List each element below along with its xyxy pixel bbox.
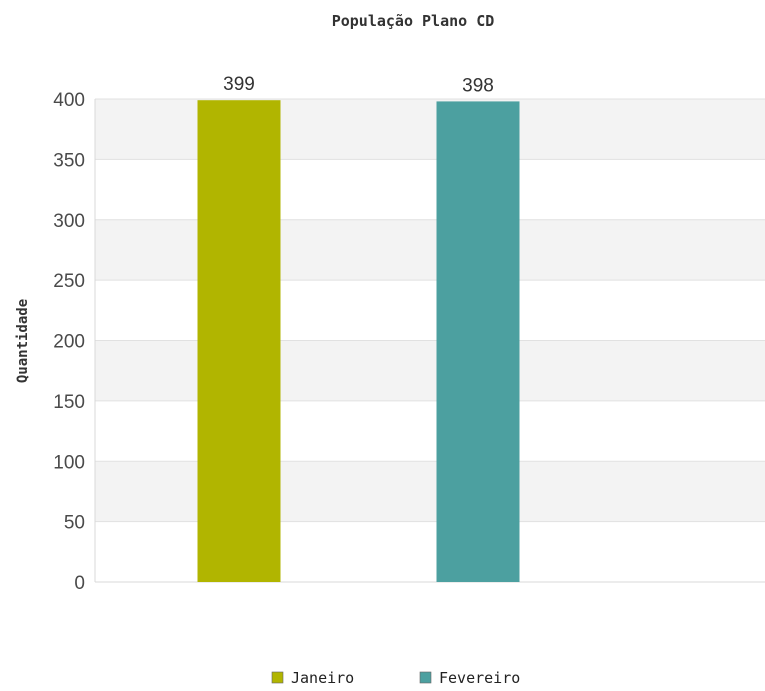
- plot-background: [95, 98, 765, 583]
- y-tick-label: 150: [53, 392, 85, 413]
- legend-label: Fevereiro: [439, 669, 520, 687]
- grid-band: [95, 461, 765, 522]
- chart-title: População Plano CD: [332, 12, 495, 30]
- legend-label: Janeiro: [291, 669, 354, 687]
- y-tick-label: 300: [53, 211, 85, 232]
- grid-band: [95, 521, 765, 582]
- y-tick-label: 0: [74, 573, 85, 594]
- grid-band: [95, 159, 765, 220]
- y-tick-label: 200: [53, 332, 85, 353]
- y-axis-label: Quantidade: [15, 299, 31, 383]
- legend-swatch-janeiro: [271, 671, 284, 684]
- bar-janeiro: [197, 100, 281, 583]
- grid-band: [95, 280, 765, 341]
- bar-value-label: 398: [462, 75, 494, 96]
- legend-swatch-fevereiro: [419, 671, 432, 684]
- y-tick-label: 50: [64, 513, 85, 534]
- y-tick-label: 250: [53, 271, 85, 292]
- y-tick-label: 400: [53, 90, 85, 111]
- grid-band: [95, 99, 765, 160]
- bars: 399 398: [197, 74, 520, 583]
- y-tick-label: 100: [53, 452, 85, 473]
- bar-fevereiro: [436, 101, 520, 582]
- grid-band: [95, 400, 765, 462]
- grid-band: [95, 219, 765, 281]
- legend: Janeiro Fevereiro: [271, 669, 520, 687]
- y-axis-ticks: 0 50 100 150 200 250 300 350 400: [53, 90, 85, 594]
- grid-band: [95, 340, 765, 401]
- y-tick-label: 350: [53, 150, 85, 171]
- bar-value-label: 399: [223, 74, 255, 95]
